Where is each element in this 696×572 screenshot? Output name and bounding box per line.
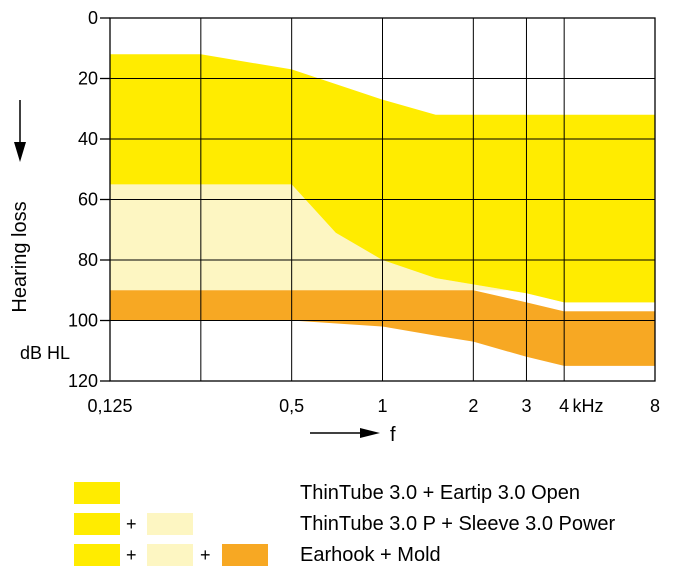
fitting-range-area xyxy=(110,184,655,303)
y-tick-label: 40 xyxy=(78,129,98,149)
x-tick-label: 4 xyxy=(559,396,569,416)
legend-swatch-yellow xyxy=(74,513,120,535)
grid-lines xyxy=(110,18,655,381)
x-tick-label: 3 xyxy=(521,396,531,416)
legend-swatch-yellow xyxy=(74,482,120,504)
legend-row-earhook: + + Earhook + Mold xyxy=(0,544,696,566)
fitting-range-area xyxy=(110,290,655,366)
x-axis-arrow xyxy=(310,428,380,438)
legend-swatch-orange xyxy=(222,544,268,566)
x-tick-label: 8 xyxy=(650,396,660,416)
y-tick-label: 100 xyxy=(68,311,98,331)
x-unit-label: kHz xyxy=(573,396,604,416)
y-tick-label: 120 xyxy=(68,371,98,391)
legend-swatch-cream xyxy=(147,544,193,566)
legend-row-open: ThinTube 3.0 + Eartip 3.0 Open xyxy=(0,482,696,504)
x-tick-label: 1 xyxy=(377,396,387,416)
fitting-range-area xyxy=(564,311,655,318)
legend-label: ThinTube 3.0 + Eartip 3.0 Open xyxy=(300,482,580,504)
legend-plus: + xyxy=(200,545,211,565)
legend-swatch-yellow xyxy=(74,544,120,566)
y-axis-arrow xyxy=(14,100,26,162)
hearing-loss-chart: 0 20 40 60 80 100 120 0,125 0,5 1 2 3 4 8 Hearing lo… xyxy=(9,8,660,446)
x-axis-ticks: 0,125 0,5 1 2 3 4 8 xyxy=(87,396,660,416)
legend-label: ThinTube 3.0 P + Sleeve 3.0 Power xyxy=(300,513,616,535)
x-tick-label: 2 xyxy=(468,396,478,416)
y-tick-label: 0 xyxy=(88,8,98,28)
legend-label: Earhook + Mold xyxy=(300,544,441,566)
y-tick-label: 60 xyxy=(78,190,98,210)
x-tick-label: 0,5 xyxy=(279,396,304,416)
legend-swatch-cream xyxy=(147,513,193,535)
y-axis-ticks: 0 20 40 60 80 100 120 xyxy=(68,8,110,391)
y-axis-label: Hearing loss xyxy=(9,201,31,312)
legend-plus: + xyxy=(126,514,137,534)
y-tick-label: 80 xyxy=(78,250,98,270)
x-axis-label: f xyxy=(390,424,396,446)
y-unit-label: dB HL xyxy=(20,343,70,363)
x-tick-label: 0,125 xyxy=(87,396,132,416)
legend-plus: + xyxy=(126,545,137,565)
legend-row-power: + ThinTube 3.0 P + Sleeve 3.0 Power xyxy=(0,513,696,535)
y-tick-label: 20 xyxy=(78,69,98,89)
